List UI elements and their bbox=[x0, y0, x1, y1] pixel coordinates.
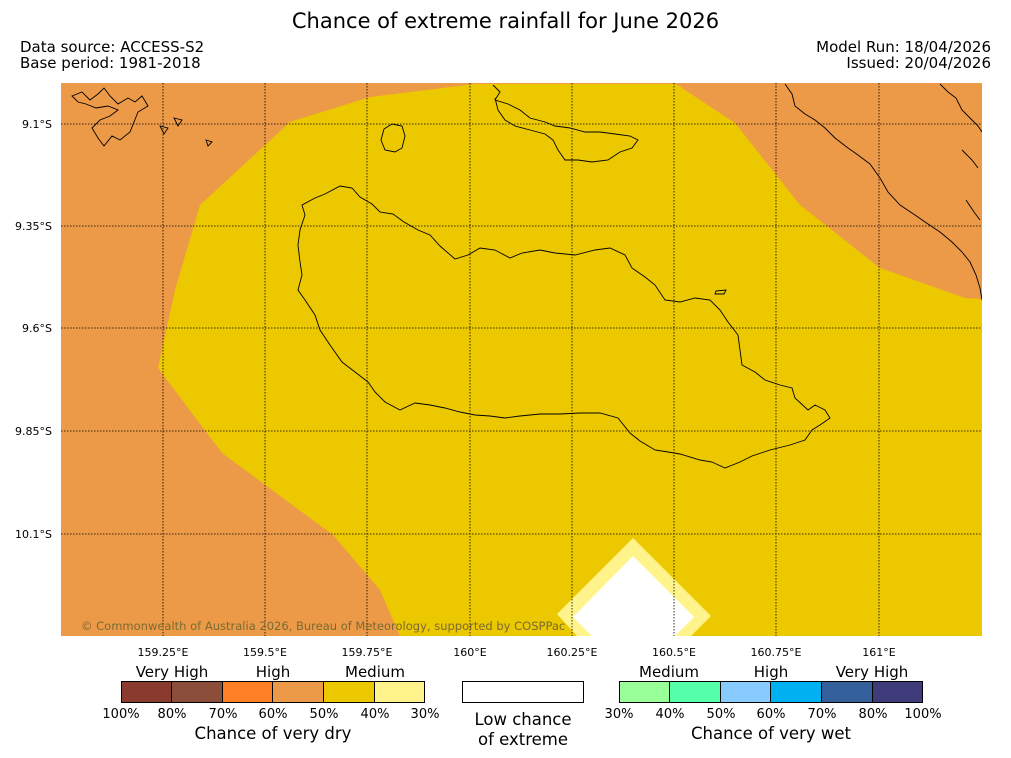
wet-swatch bbox=[721, 681, 771, 703]
small-islet-coast bbox=[714, 289, 727, 295]
dry-tick: 100% bbox=[102, 707, 140, 722]
low-chance-line1: Low chance bbox=[474, 710, 572, 729]
malaita-north-coast bbox=[939, 83, 982, 221]
low-chance-line2: of extreme bbox=[477, 730, 569, 749]
florida-islands-coast bbox=[492, 84, 639, 163]
dry-category-very-high: Very High bbox=[135, 663, 209, 681]
lat-label: 9.1°S bbox=[22, 118, 52, 131]
guadalcanal-coast bbox=[297, 185, 831, 469]
wet-legend-title: Chance of very wet bbox=[691, 724, 851, 743]
meta-right: Model Run: 18/04/2026 Issued: 20/04/2026 bbox=[816, 39, 991, 71]
graticule bbox=[61, 83, 982, 636]
low-chance-region bbox=[573, 556, 694, 636]
issued-text: Issued: 20/04/2026 bbox=[846, 54, 991, 72]
lat-label: 9.6°S bbox=[22, 322, 52, 335]
base-period-text: Base period: 1981-2018 bbox=[20, 54, 201, 72]
wet-swatch bbox=[619, 681, 670, 703]
malaita-coast bbox=[784, 83, 982, 301]
dry-category-high: High bbox=[255, 663, 291, 681]
lat-label: 9.85°S bbox=[15, 425, 52, 438]
lon-label: 160°E bbox=[453, 646, 487, 659]
low-chance-swatch bbox=[462, 681, 584, 703]
model-run-text: Model Run: 18/04/2026 bbox=[816, 38, 991, 56]
wet-tick: 40% bbox=[655, 707, 685, 722]
wet-swatch bbox=[771, 681, 822, 703]
dry-tick: 80% bbox=[157, 707, 187, 722]
wet-swatch bbox=[873, 681, 923, 703]
wet-tick: 100% bbox=[904, 707, 942, 722]
dry-swatch bbox=[223, 681, 273, 703]
meta-left: Data source: ACCESS-S2 Base period: 1981… bbox=[20, 39, 204, 71]
dry-swatch bbox=[273, 681, 324, 703]
lat-label: 10.1°S bbox=[15, 528, 52, 541]
dry-tick: 30% bbox=[410, 707, 440, 722]
lat-label: 9.35°S bbox=[15, 220, 52, 233]
dry-swatch bbox=[172, 681, 223, 703]
lon-label: 159.25°E bbox=[137, 646, 189, 659]
lon-label: 161°E bbox=[862, 646, 896, 659]
dry-tick: 70% bbox=[208, 707, 238, 722]
wet-category-medium: Medium bbox=[639, 663, 699, 681]
wet-tick: 80% bbox=[858, 707, 888, 722]
wet-swatch bbox=[822, 681, 873, 703]
lon-label: 159.5°E bbox=[243, 646, 287, 659]
lon-label: 160.5°E bbox=[652, 646, 696, 659]
map-title: Chance of extreme rainfall for June 2026 bbox=[291, 9, 720, 33]
wet-swatch bbox=[670, 681, 721, 703]
wet-tick: 30% bbox=[604, 707, 634, 722]
dry-category-medium: Medium bbox=[345, 663, 405, 681]
wet-tick: 60% bbox=[756, 707, 786, 722]
coastlines bbox=[71, 83, 982, 469]
wet-category-high: High bbox=[753, 663, 789, 681]
data-source-text: Data source: ACCESS-S2 bbox=[20, 38, 205, 56]
lon-label: 159.75°E bbox=[341, 646, 393, 659]
dry-swatch bbox=[375, 681, 425, 703]
dry-swatch bbox=[121, 681, 172, 703]
russell-islands-coast bbox=[71, 87, 149, 147]
dry-swatch bbox=[324, 681, 375, 703]
lon-label: 160.25°E bbox=[546, 646, 598, 659]
dry-legend-title: Chance of very dry bbox=[194, 724, 352, 743]
savo-island-coast bbox=[380, 123, 406, 153]
wet-tick: 50% bbox=[706, 707, 736, 722]
wet-category-very-high: Very High bbox=[835, 663, 909, 681]
dry-tick: 50% bbox=[309, 707, 339, 722]
copyright-notice: © Commonwealth of Australia 2026, Bureau… bbox=[81, 619, 566, 633]
lon-label: 160.75°E bbox=[750, 646, 802, 659]
dry-tick: 40% bbox=[360, 707, 390, 722]
low-chance-label: Low chance of extreme bbox=[440, 710, 606, 750]
small-islets-west bbox=[159, 117, 213, 147]
dry-tick: 60% bbox=[258, 707, 288, 722]
wet-tick: 70% bbox=[807, 707, 837, 722]
